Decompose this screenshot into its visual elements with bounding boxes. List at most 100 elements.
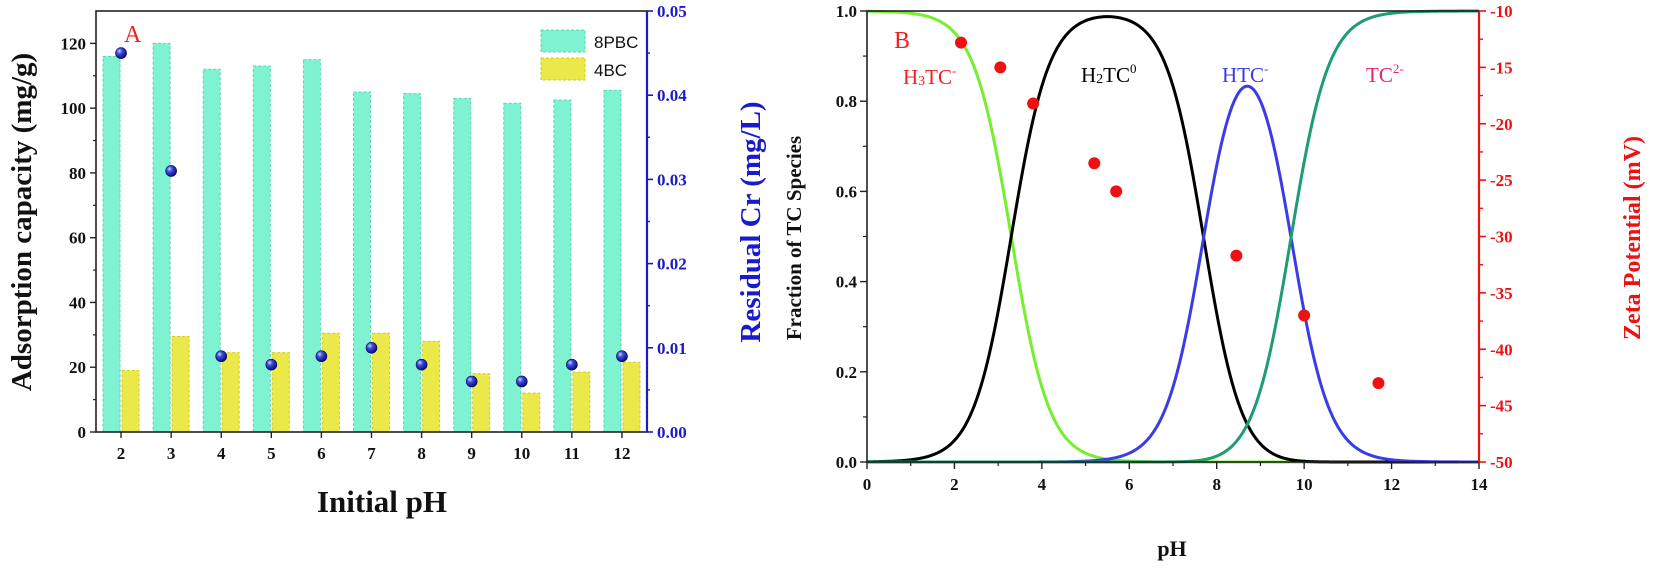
zeta-point-4 [1088,157,1101,170]
x-tick-label-ph-3: 3 [167,444,176,463]
zeta-point-7 [1298,309,1311,322]
b-y2-tick-label--45: -45 [1490,397,1513,416]
residual-cr-point-ph-2 [115,47,127,59]
zeta-point-1 [954,36,967,49]
legend-label-8pbc: 8PBC [594,33,638,52]
y-tick-label-60: 60 [69,229,86,248]
bar-8pbc-ph-10 [503,102,522,433]
y2-tick-label-0.05: 0.05 [657,2,687,21]
bar-8pbc-ph-11 [553,99,572,433]
zeta-point-8 [1372,377,1385,390]
b-y-tick-label-1.0: 1.0 [836,2,857,21]
panel-a-label: A [124,22,142,48]
panel-a-residual-cr-points [115,47,628,388]
residual-cr-point-ph-12 [616,350,628,363]
panel-b-x-axis-title: pH [1157,536,1186,561]
b-y-tick-label-0.4: 0.4 [836,273,858,292]
bar-4bc-ph-9 [472,373,491,433]
bar-4bc-ph-8 [422,340,441,433]
legend-label-4bc: 4BC [594,61,627,80]
panel-a-y-axis-title: Adsorption capacity (mg/g) [6,53,38,391]
panel-a-y2-axis-title: Residual Cr (mg/L) [735,101,767,342]
x-tick-label-ph-4: 4 [217,444,226,463]
y-tick-label-100: 100 [61,99,87,118]
b-y2-tick-label--25: -25 [1490,171,1513,190]
b-x-tick-label-6: 6 [1125,475,1134,494]
x-tick-label-ph-12: 12 [613,444,630,463]
residual-cr-point-ph-4 [215,350,228,363]
bar-4bc-ph-3 [171,335,190,433]
y2-tick-label-0.02: 0.02 [657,255,687,274]
x-tick-label-ph-10: 10 [513,444,530,463]
zeta-point-6 [1230,249,1243,262]
panel-b-y2-axis-title: Zeta Potential (mV) [1620,136,1646,340]
b-y2-tick-label--50: -50 [1490,453,1513,472]
b-y-tick-label-0.8: 0.8 [836,92,857,111]
y-tick-label-40: 40 [69,293,86,312]
b-x-tick-label-10: 10 [1296,475,1313,494]
x-tick-label-ph-8: 8 [417,444,426,463]
residual-cr-point-ph-3 [165,165,177,177]
b-x-tick-label-2: 2 [950,475,959,494]
b-y2-tick-label--10: -10 [1490,2,1513,21]
label-tc2: TC2- [1366,61,1404,87]
y-tick-label-80: 80 [69,164,86,183]
y-tick-label-0: 0 [78,423,87,442]
bar-4bc-ph-6 [321,332,340,433]
bar-8pbc-ph-3 [152,42,171,433]
b-x-tick-label-0: 0 [863,475,872,494]
bar-4bc-ph-11 [572,371,591,433]
b-y-tick-label-0.0: 0.0 [836,453,857,472]
panel-a-ticks: 2 3 4 5 6 7 8 9 10 11 120204060801001200.000.010.0… [61,2,688,463]
panel-a-x-axis-title: Initial pH [317,484,447,519]
x-tick-label-ph-5: 5 [267,444,276,463]
bar-8pbc-ph-9 [453,97,472,433]
bar-4bc-ph-10 [522,392,541,433]
bar-8pbc-ph-4 [202,68,221,433]
y2-tick-label-0.04: 0.04 [657,86,687,105]
bar-4bc-ph-12 [622,361,641,433]
bar-8pbc-ph-5 [252,65,271,433]
b-y2-tick-label--20: -20 [1490,115,1513,134]
y2-tick-label-0.03: 0.03 [657,170,687,189]
bar-4bc-ph-2 [121,369,140,433]
panel-b-ticks: 0 2 4 6 8 10 12 14 0.0 0.2 0.4 0.6 0.8 1.0 -50 -45 -40 -3… [836,2,1513,494]
bar-4bc-ph-4 [221,352,240,433]
residual-cr-point-ph-5 [265,358,278,371]
b-x-tick-label-14: 14 [1471,475,1489,494]
residual-cr-point-ph-11 [566,358,578,371]
panel-b: 0 2 4 6 8 10 12 14 0.0 0.2 0.4 0.6 0.8 1.0 -50 -45 -40 -3… [782,2,1646,561]
x-tick-label-ph-7: 7 [367,444,376,463]
b-x-tick-label-4: 4 [1038,475,1047,494]
y-tick-label-120: 120 [61,34,87,53]
label-h3tc: H3TC- [903,63,956,89]
zeta-point-3 [1027,97,1040,110]
bar-8pbc-ph-2 [102,55,121,433]
zeta-point-5 [1110,185,1123,198]
b-y2-tick-label--15: -15 [1490,58,1513,77]
legend-swatch-4bc [540,57,586,81]
b-y-tick-label-0.2: 0.2 [836,363,857,382]
residual-cr-point-ph-8 [415,358,428,371]
panel-a: 2 3 4 5 6 7 8 9 10 11 120204060801001200.000.010.0… [6,2,767,519]
y-tick-label-20: 20 [69,358,86,377]
bar-8pbc-ph-7 [353,91,371,433]
panel-a-legend: 8PBC 4BC [540,29,638,81]
bar-8pbc-ph-8 [403,93,422,433]
x-tick-label-ph-11: 11 [564,444,580,463]
x-tick-label-ph-9: 9 [467,444,476,463]
residual-cr-point-ph-9 [465,375,478,388]
legend-swatch-8pbc [540,29,586,53]
bar-8pbc-ph-6 [302,59,321,433]
x-tick-label-ph-2: 2 [117,444,126,463]
b-y2-tick-label--30: -30 [1490,228,1513,247]
b-y2-tick-label--35: -35 [1490,284,1513,303]
x-tick-label-ph-6: 6 [317,444,326,463]
residual-cr-point-ph-10 [515,375,528,388]
y2-tick-label-0.00: 0.00 [657,423,687,442]
b-y2-tick-label--40: -40 [1490,340,1513,359]
bar-4bc-ph-5 [271,352,290,433]
bar-8pbc-ph-12 [603,89,622,433]
panel-b-zeta-points [954,36,1385,390]
